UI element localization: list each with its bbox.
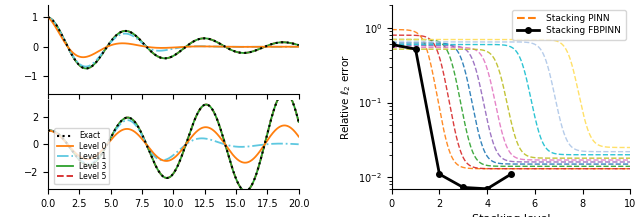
Y-axis label: Relative $\ell_2$ error: Relative $\ell_2$ error xyxy=(339,54,353,140)
Legend: Exact, Level 0, Level 1, Level 3, Level 5: Exact, Level 0, Level 1, Level 3, Level … xyxy=(54,128,109,184)
Legend: Stacking PINN, Stacking FBPINN: Stacking PINN, Stacking FBPINN xyxy=(512,10,626,40)
X-axis label: Stacking level: Stacking level xyxy=(472,214,550,217)
